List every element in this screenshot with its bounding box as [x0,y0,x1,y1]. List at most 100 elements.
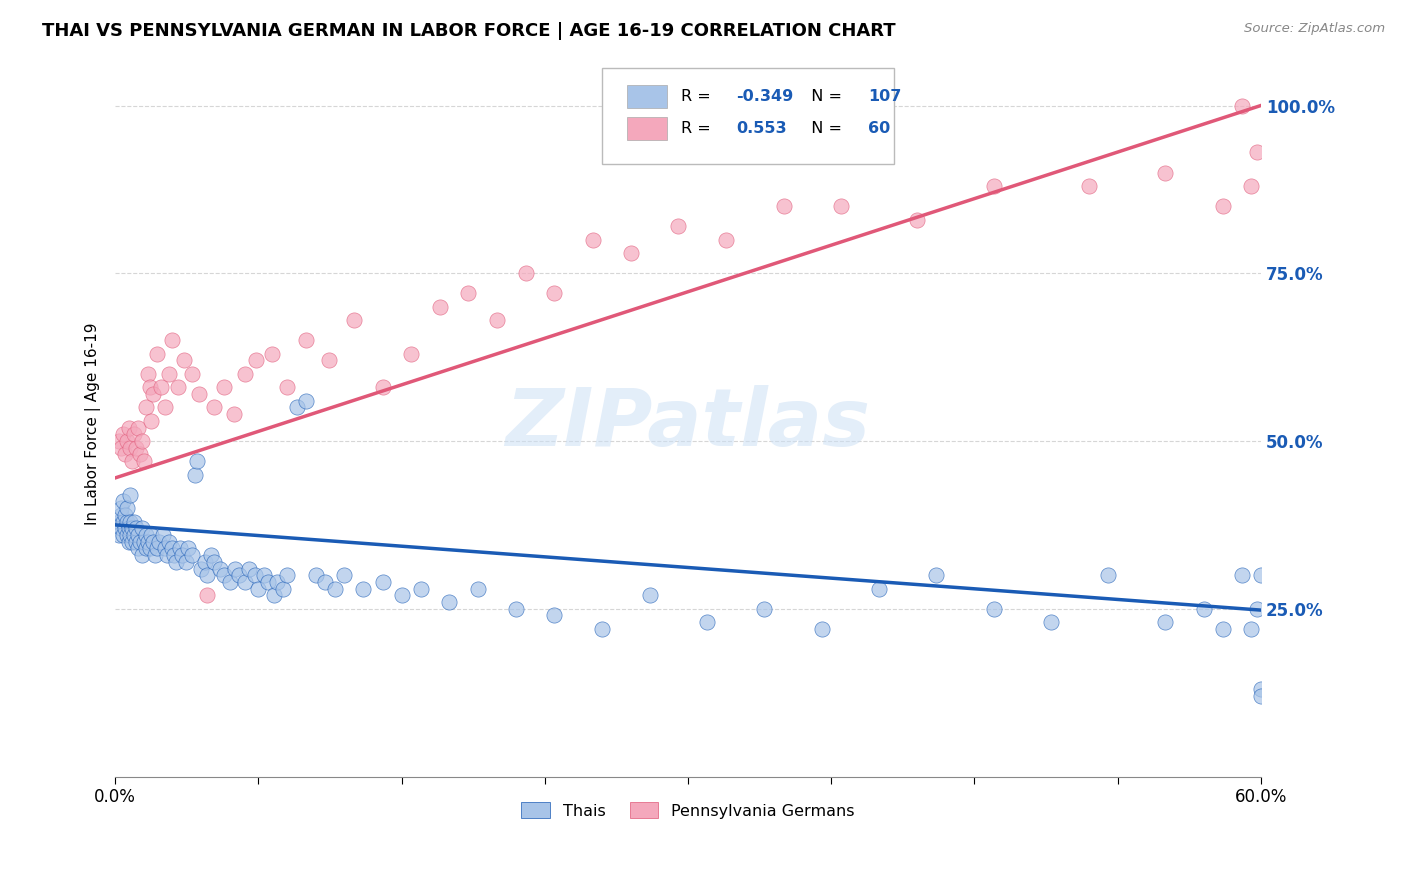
Point [167,380,190,394]
Point [148,534,170,549]
Point [505,601,527,615]
Point [204,401,226,415]
Point [1078,179,1101,194]
Point [174,555,197,569]
Point [121,454,143,468]
Point [111,515,134,529]
Text: N =: N = [801,120,848,136]
Point [1154,615,1177,630]
Text: 0.553: 0.553 [737,120,787,136]
Point [543,608,565,623]
Point [110,441,132,455]
Point [260,347,283,361]
Point [263,588,285,602]
Point [135,401,157,415]
Point [138,541,160,556]
Point [153,401,176,415]
Point [868,582,890,596]
Point [108,434,131,448]
Point [1154,166,1177,180]
Point [117,521,139,535]
Text: -0.349: -0.349 [737,89,793,104]
Text: R =: R = [681,120,721,136]
Point [318,353,340,368]
Point [1246,145,1268,160]
Point [186,454,208,468]
Point [141,414,163,428]
Point [111,427,134,442]
Point [391,588,413,602]
Text: Source: ZipAtlas.com: Source: ZipAtlas.com [1244,22,1385,36]
Point [124,427,146,442]
Point [409,582,432,596]
Point [153,541,176,556]
Point [125,521,148,535]
Point [233,367,256,381]
Point [114,521,136,535]
Point [218,574,240,589]
Point [120,441,142,455]
Point [120,515,142,529]
Point [224,561,246,575]
Point [352,582,374,596]
Point [271,582,294,596]
Point [295,334,318,348]
Point [772,199,794,213]
Point [135,528,157,542]
Point [399,347,422,361]
Point [1192,601,1215,615]
Point [1230,98,1253,112]
Point [243,568,266,582]
Point [754,601,776,615]
Point [114,508,136,522]
Text: N =: N = [801,89,848,104]
Point [983,179,1005,194]
Point [591,622,613,636]
Point [343,313,366,327]
Point [157,367,180,381]
Point [467,582,489,596]
Point [457,286,479,301]
Point [129,534,152,549]
Point [515,266,537,280]
Point [127,420,149,434]
Point [152,528,174,542]
Point [142,387,165,401]
Point [305,568,328,582]
Y-axis label: In Labor Force | Age 16-19: In Labor Force | Age 16-19 [86,323,101,525]
Point [266,574,288,589]
Point [1246,601,1268,615]
Point [190,561,212,575]
Point [180,367,202,381]
Point [135,541,157,556]
Bar [627,86,668,108]
Point [212,380,235,394]
Point [120,528,142,542]
Point [204,555,226,569]
Point [439,595,461,609]
Text: 107: 107 [868,89,901,104]
Point [170,548,193,562]
Point [132,454,155,468]
Point [1097,568,1119,582]
Point [173,353,195,368]
Point [131,434,153,448]
Point [111,494,134,508]
Point [195,568,218,582]
Point [142,534,165,549]
Point [121,521,143,535]
Point [295,393,318,408]
Point [115,528,138,542]
Point [668,219,690,234]
Point [983,601,1005,615]
Point [238,561,260,575]
Point [127,528,149,542]
Point [120,488,142,502]
Point [810,622,832,636]
Text: THAI VS PENNSYLVANIA GERMAN IN LABOR FORCE | AGE 16-19 CORRELATION CHART: THAI VS PENNSYLVANIA GERMAN IN LABOR FOR… [42,22,896,40]
Point [581,233,603,247]
Point [108,528,131,542]
Point [276,568,298,582]
Point [1240,622,1263,636]
FancyBboxPatch shape [602,69,894,163]
